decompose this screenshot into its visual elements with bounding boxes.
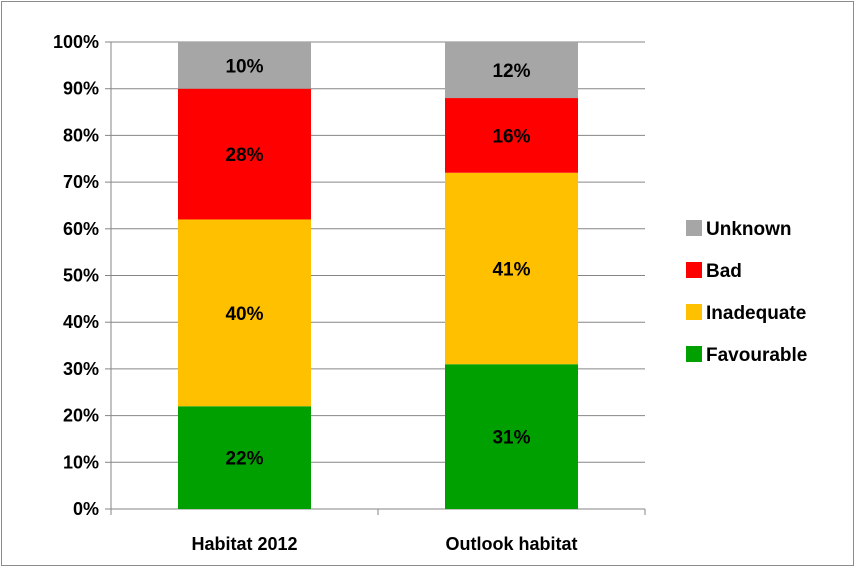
y-tick-label: 100% — [53, 32, 99, 52]
legend-swatch-bad — [686, 262, 702, 278]
y-tick-label: 40% — [63, 312, 99, 332]
y-tick-label: 0% — [73, 499, 99, 519]
data-label: 40% — [225, 304, 263, 325]
bar-segment-favourable — [178, 406, 311, 509]
bar-segment-bad — [178, 88, 311, 220]
bar-segment-unknown — [178, 42, 311, 89]
legend-label-bad: Bad — [706, 261, 742, 282]
y-tick-label: 60% — [63, 219, 99, 239]
y-tick-label: 30% — [63, 359, 99, 379]
data-labels: 22% 40% 28% 10% 31% 41% 16% 12% — [225, 56, 530, 469]
y-tick-label: 10% — [63, 452, 99, 472]
x-category-label: Habitat 2012 — [191, 534, 297, 554]
y-tick-label: 80% — [63, 125, 99, 145]
data-label: 10% — [225, 56, 263, 77]
data-label: 31% — [492, 428, 530, 449]
legend-label-inadequate: Inadequate — [706, 303, 806, 324]
data-label: 16% — [492, 126, 530, 147]
bar-segment-inadequate — [178, 219, 311, 407]
bar-segment-inadequate — [445, 172, 578, 365]
y-tick-label: 90% — [63, 79, 99, 99]
legend-swatch-unknown — [686, 220, 702, 236]
y-tick-label: 70% — [63, 172, 99, 192]
bars — [178, 42, 578, 509]
data-label: 28% — [225, 145, 263, 166]
legend: Unknown Bad Inadequate Favourable — [686, 219, 807, 366]
legend-swatch-inadequate — [686, 304, 702, 320]
data-label: 41% — [492, 259, 530, 280]
data-label: 12% — [492, 61, 530, 82]
legend-swatch-favourable — [686, 346, 702, 362]
bar-segment-bad — [445, 98, 578, 173]
data-label: 22% — [225, 449, 263, 470]
legend-label-favourable: Favourable — [706, 345, 807, 366]
bar-segment-favourable — [445, 364, 578, 509]
x-category-label: Outlook habitat — [446, 534, 578, 554]
bar-segment-unknown — [445, 42, 578, 99]
y-tick-label: 20% — [63, 406, 99, 426]
y-tick-label: 50% — [63, 266, 99, 286]
legend-label-unknown: Unknown — [706, 219, 792, 240]
